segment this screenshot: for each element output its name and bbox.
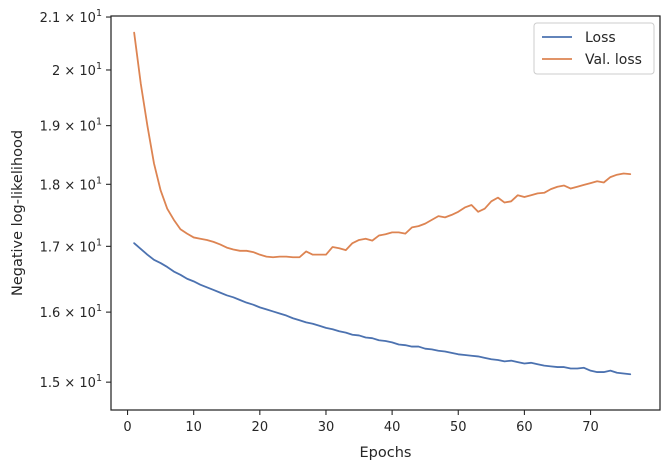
x-tick-label: 50 [450, 420, 467, 435]
y-tick-label: 1.7 × 101 [40, 237, 102, 255]
legend-frame [533, 22, 655, 75]
y-tick-label-exponent: 1 [96, 237, 102, 248]
x-tick-label: 70 [582, 420, 599, 435]
y-tick-label-base: 1.6 × 10 [40, 306, 96, 321]
y-tick-label-exponent: 1 [96, 61, 102, 72]
y-tick-label-base: 1.5 × 10 [40, 376, 96, 391]
x-tick-label: 30 [318, 420, 335, 435]
series-line-val-loss [133, 31, 632, 259]
x-tick-label: 0 [123, 420, 131, 435]
legend-label-loss: Loss [585, 30, 616, 46]
x-tick-label: 60 [516, 420, 533, 435]
x-tick-label: 20 [252, 420, 269, 435]
x-axis-ticks: 0 10 20 30 40 50 60 70 [123, 410, 599, 435]
y-tick-label: 2 × 101 [52, 61, 102, 79]
y-tick-label-base: 1.7 × 10 [40, 240, 96, 255]
y-tick-label-base: 1.8 × 10 [40, 178, 96, 193]
y-tick-label-base: 1.9 × 10 [40, 120, 96, 135]
x-tick-label: 10 [185, 420, 202, 435]
y-axis-label: Negative log-likelihood [10, 130, 26, 296]
y-tick-label-exponent: 1 [96, 117, 102, 128]
y-tick-label: 1.8 × 101 [40, 175, 102, 193]
x-axis-label: Epochs [360, 445, 412, 461]
plot-area [110, 15, 661, 411]
series-line-loss [133, 242, 632, 376]
y-tick-label: 1.5 × 101 [40, 373, 102, 391]
y-tick-label-exponent: 1 [96, 175, 102, 186]
legend: Loss Val. loss [533, 22, 655, 75]
y-tick-label: 1.9 × 101 [40, 117, 102, 135]
y-tick-label-base: 2 × 10 [52, 64, 96, 79]
x-tick-label: 40 [384, 420, 401, 435]
series-lines [133, 31, 632, 376]
legend-label-val-loss: Val. loss [585, 52, 642, 68]
y-tick-label: 1.6 × 101 [40, 303, 102, 321]
y-tick-label-exponent: 1 [96, 373, 102, 384]
y-tick-label-base: 2.1 × 10 [40, 11, 96, 26]
y-tick-label-exponent: 1 [96, 303, 102, 314]
y-tick-label: 2.1 × 101 [40, 8, 102, 26]
y-tick-label-exponent: 1 [96, 8, 102, 19]
